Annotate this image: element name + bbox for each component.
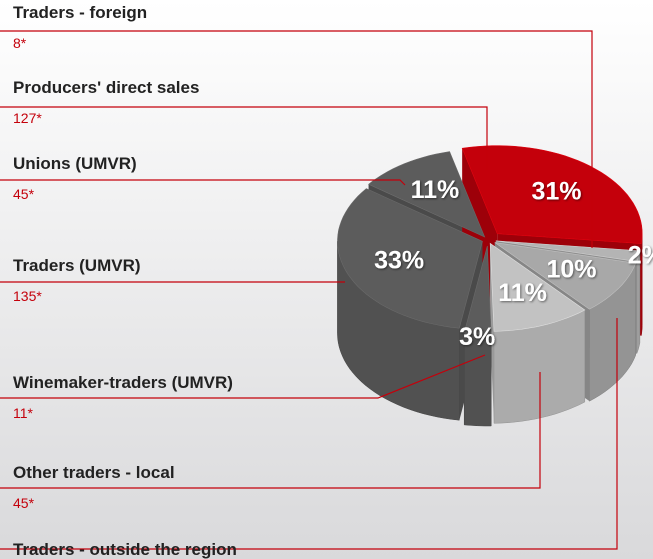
note-label: 45* [13, 186, 35, 202]
value-label: 33% [374, 246, 424, 274]
category-label: Producers' direct sales [13, 78, 199, 97]
value-label: 3% [459, 323, 495, 351]
category-label: Other traders - local [13, 463, 175, 482]
note-label: 127* [13, 110, 42, 126]
note-label: 45* [13, 495, 35, 511]
value-label: 10% [546, 256, 596, 284]
labels: Traders - foreign 8* Producers' direct sal… [13, 3, 237, 559]
note-label: 11* [13, 405, 34, 421]
slice-top [489, 242, 586, 332]
slice-top [495, 240, 641, 262]
slice-wall [490, 243, 495, 424]
leader-line [0, 354, 486, 399]
pie: 31%2%10%11%3%33%11% [337, 145, 653, 427]
slice-top [463, 245, 492, 335]
category-label: Winemaker-traders (UMVR) [13, 373, 233, 392]
category-label: Traders - outside the region [13, 540, 237, 559]
slice-top [461, 145, 643, 244]
value-label: 2% [628, 242, 653, 270]
leader-line [0, 318, 618, 550]
slice-top [368, 151, 486, 238]
note-label: 8* [13, 35, 27, 51]
leader-line [0, 30, 593, 248]
leader-line [0, 106, 488, 170]
value-label: 31% [531, 177, 581, 205]
leader-line [0, 372, 541, 489]
value-label: 11% [411, 176, 460, 204]
slice-top [494, 242, 637, 310]
leader-line [0, 179, 406, 186]
value-label: 11% [498, 279, 547, 307]
slice-top [337, 188, 483, 329]
category-label: Unions (UMVR) [13, 154, 137, 173]
category-label: Traders (UMVR) [13, 256, 141, 275]
leader-lines [0, 30, 618, 550]
category-label: Traders - foreign [13, 3, 147, 22]
note-label: 135* [13, 288, 42, 304]
